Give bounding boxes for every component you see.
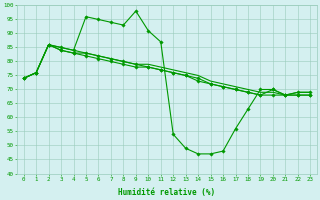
X-axis label: Humidité relative (%): Humidité relative (%)	[118, 188, 216, 197]
